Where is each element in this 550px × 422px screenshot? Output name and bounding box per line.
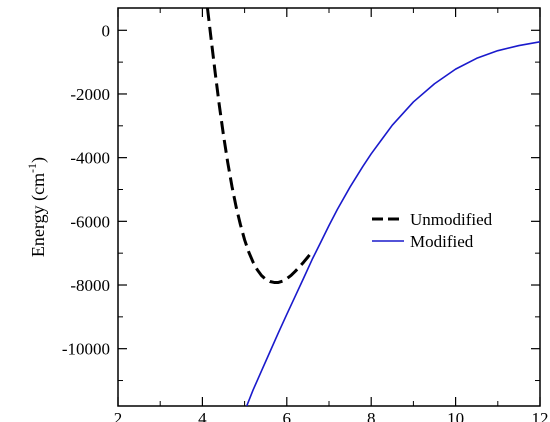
x-tick-label: 6 [283, 409, 292, 422]
y-tick-label: 0 [102, 21, 111, 40]
y-tick-label: -6000 [70, 212, 110, 231]
legend-label-modified: Modified [410, 232, 474, 251]
x-tick-label: 10 [447, 409, 464, 422]
tick-labels: 2 4 6 8 10 12 0 -2000 -4000 -6000 -8000 -10000 [62, 21, 549, 422]
series-line-modified [245, 40, 540, 406]
x-tick-label: 4 [198, 409, 207, 422]
y-tick-label: -4000 [70, 149, 110, 168]
legend: Unmodified Modified [372, 210, 493, 251]
series-layer [205, 8, 540, 406]
x-tick-label: 12 [532, 409, 549, 422]
y-tick-label: -8000 [70, 276, 110, 295]
y-axis-title: Energy (cm-1) [25, 157, 49, 257]
legend-label-unmodified: Unmodified [410, 210, 493, 229]
x-tick-label: 2 [114, 409, 123, 422]
series-line-unmodified [205, 8, 314, 284]
y-tick-label: -2000 [70, 85, 110, 104]
y-tick-label: -10000 [62, 340, 110, 359]
axis-ticks [117, 8, 541, 406]
x-tick-label: 8 [367, 409, 376, 422]
plot-frame [117, 7, 541, 407]
